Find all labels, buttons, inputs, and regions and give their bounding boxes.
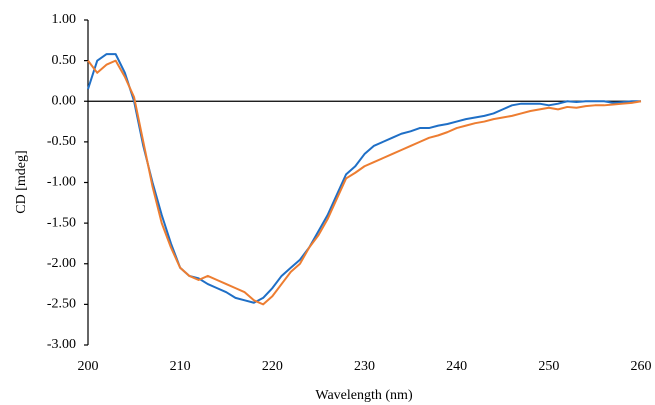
y-tick-label: 0.00 (52, 93, 77, 108)
y-tick-label: -1.00 (47, 175, 76, 190)
y-tick-label: 1.00 (52, 12, 77, 27)
y-tick-label: -2.50 (47, 297, 76, 312)
y-axis-title: CD [mdeg] (14, 150, 29, 213)
y-tick-label: -2.00 (47, 256, 76, 271)
x-tick-label: 250 (538, 359, 559, 374)
x-tick-label: 240 (446, 359, 467, 374)
x-tick-label: 260 (631, 359, 652, 374)
y-tick-label: -1.50 (47, 215, 76, 230)
y-tick-label: -0.50 (47, 134, 76, 149)
y-tick-label: -3.00 (47, 337, 76, 352)
x-tick-label: 210 (170, 359, 191, 374)
data-line (87, 53, 641, 304)
y-tick-label: 0.50 (52, 53, 77, 68)
data-line (87, 59, 642, 306)
x-axis-title: Wavelength (nm) (315, 388, 413, 403)
x-tick-label: 200 (78, 359, 99, 374)
x-tick-label: 230 (354, 359, 375, 374)
x-tick-label: 220 (262, 359, 283, 374)
